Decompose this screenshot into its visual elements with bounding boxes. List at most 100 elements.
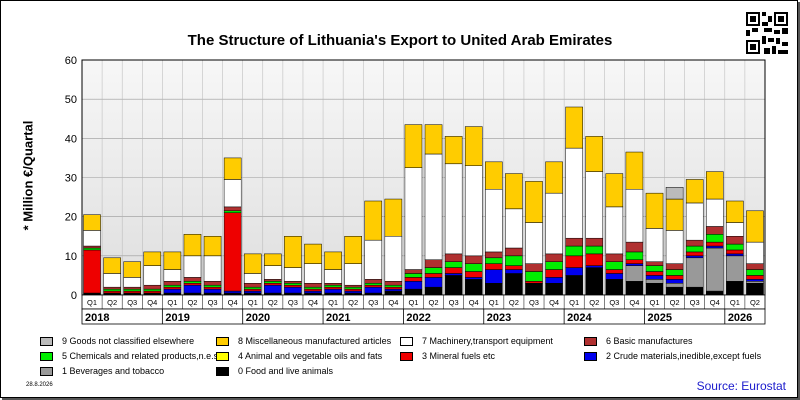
- bar-segment: [444, 267, 463, 274]
- y-tick-label: 0: [71, 290, 77, 302]
- legend-swatch: [40, 367, 53, 376]
- bar-segment: [525, 263, 543, 272]
- bar-segment: [605, 261, 624, 270]
- bar-segment: [625, 263, 644, 266]
- x-tick-label: Q3: [288, 298, 298, 307]
- x-tick-label: Q4: [228, 298, 238, 307]
- bar-segment: [223, 157, 242, 180]
- bar-segment: [223, 212, 242, 292]
- bar-segment: [726, 243, 744, 251]
- bar-segment: [585, 265, 604, 268]
- source-label: Source: Eurostat: [696, 379, 786, 393]
- bar-segment: [223, 210, 242, 214]
- legend-swatch: [400, 337, 413, 346]
- bar-segment: [364, 279, 383, 284]
- x-tick-label: Q3: [449, 298, 459, 307]
- bar-segment: [585, 237, 604, 247]
- legend-label: 0 Food and live animals: [238, 366, 334, 376]
- x-tick-label: Q2: [348, 298, 358, 307]
- x-tick-label: Q2: [750, 298, 760, 307]
- bar-segment: [485, 189, 503, 253]
- bar-segment: [183, 281, 202, 284]
- bar-segment: [143, 290, 162, 294]
- bar-segment: [625, 251, 644, 261]
- bar-segment: [304, 263, 322, 284]
- bar-segment: [123, 261, 142, 278]
- bar-segment: [183, 255, 202, 278]
- bar-segment: [726, 236, 744, 245]
- y-tick-label: 10: [65, 251, 77, 263]
- bar-segment: [304, 283, 322, 288]
- bar-segment: [705, 245, 724, 249]
- x-tick-label: Q1: [650, 298, 660, 307]
- bar-segment: [424, 153, 443, 260]
- bar-segment: [726, 281, 744, 296]
- bar-segment: [163, 269, 182, 282]
- x-tick-label: Q1: [408, 298, 418, 307]
- x-tick-label: Q3: [609, 298, 619, 307]
- bar-segment: [746, 281, 764, 284]
- bar-segment: [304, 243, 322, 264]
- bar-segment: [485, 251, 503, 259]
- bar-segment: [525, 281, 543, 284]
- bar-segment: [525, 283, 543, 296]
- bar-segment: [505, 273, 523, 296]
- qr-code-icon: [746, 12, 788, 54]
- bar-segment: [344, 290, 362, 294]
- bar-segment: [705, 290, 724, 296]
- bar-segment: [183, 277, 202, 282]
- bar-segment: [284, 284, 302, 288]
- bar-segment: [505, 265, 523, 270]
- x-tick-label: Q4: [147, 298, 157, 307]
- legend-swatch: [40, 337, 53, 346]
- bar-segment: [665, 283, 684, 288]
- bar-segment: [304, 290, 322, 294]
- bar-segment: [685, 239, 704, 247]
- bar-segment: [585, 245, 604, 255]
- bar-segment: [424, 277, 443, 288]
- bar-segment: [163, 281, 182, 286]
- bar-segment: [585, 253, 604, 266]
- x-tick-label: Q2: [589, 298, 599, 307]
- year-label: 2020: [246, 312, 270, 324]
- bar-segment: [344, 286, 362, 290]
- legend-label: 4 Animal and vegetable oils and fats: [238, 351, 383, 361]
- bar-segment: [645, 275, 664, 280]
- bar-segment: [605, 269, 624, 274]
- bar-segment: [123, 286, 142, 290]
- bar-segment: [464, 263, 483, 272]
- bar-segment: [83, 245, 101, 249]
- year-label: 2018: [85, 312, 109, 324]
- bar-segment: [705, 241, 724, 247]
- bar-segment: [103, 273, 121, 288]
- bar-segment: [645, 271, 664, 276]
- bar-segment: [344, 263, 362, 286]
- bar-segment: [505, 173, 523, 210]
- bar-segment: [464, 165, 483, 257]
- bar-segment: [163, 286, 182, 290]
- bar-segment: [364, 200, 383, 241]
- bar-segment: [243, 273, 262, 284]
- legend-swatch: [216, 352, 229, 361]
- bar-segment: [625, 241, 644, 253]
- year-row: [81, 308, 766, 325]
- bar-segment: [324, 286, 342, 290]
- bar-segment: [746, 283, 764, 296]
- bar-segment: [505, 269, 523, 274]
- year-label: 2025: [647, 312, 671, 324]
- bar-segment: [103, 288, 121, 292]
- bar-segment: [424, 286, 443, 296]
- year-label: 2023: [487, 312, 511, 324]
- bar-segment: [424, 267, 443, 274]
- bar-segment: [705, 226, 724, 235]
- x-tick-label: Q1: [489, 298, 499, 307]
- bar-segment: [645, 265, 664, 272]
- bar-segment: [444, 253, 463, 262]
- bar-segment: [485, 257, 503, 264]
- bar-segment: [123, 288, 142, 292]
- legend-label: 9 Goods not classified elsewhere: [62, 336, 195, 346]
- bar-segment: [143, 284, 162, 290]
- x-tick-label: Q1: [569, 298, 579, 307]
- bar-segment: [505, 208, 523, 249]
- bar-segment: [685, 255, 704, 259]
